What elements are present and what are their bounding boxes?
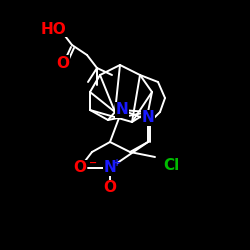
Text: N: N	[142, 110, 154, 126]
Text: O: O	[73, 160, 86, 176]
Text: O: O	[104, 180, 117, 196]
Text: +: +	[113, 158, 121, 168]
Text: N: N	[116, 102, 128, 118]
Text: O: O	[56, 56, 70, 70]
Text: Cl: Cl	[163, 158, 179, 172]
Text: −: −	[89, 158, 97, 168]
Text: N: N	[104, 160, 117, 176]
Text: HO: HO	[40, 22, 66, 36]
